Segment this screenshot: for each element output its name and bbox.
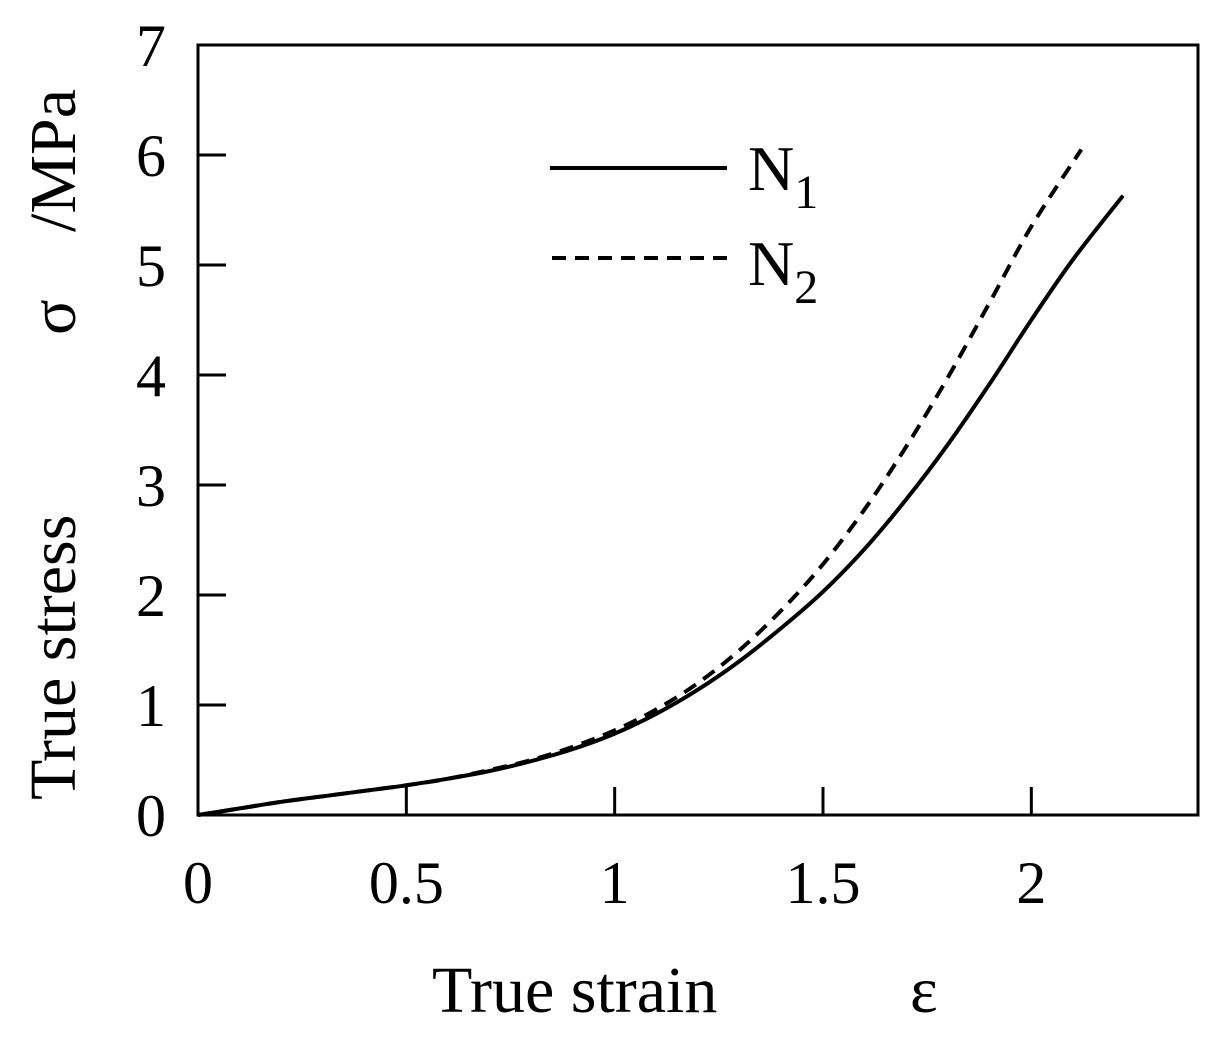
y-tick-label: 3 (136, 453, 166, 519)
x-axis-label: True strain (432, 954, 717, 1027)
y-tick-label: 2 (136, 563, 166, 629)
x-tick-label: 0 (183, 850, 213, 916)
x-tick-label: 0.5 (369, 850, 444, 916)
x-tick-label: 1.5 (786, 850, 861, 916)
x-axis: 0 0.5 1 1.5 2 (183, 787, 1046, 916)
legend-subscript-n1: 1 (794, 166, 818, 219)
legend-label-n2: N2 (748, 228, 818, 314)
legend-name-n2: N (748, 228, 794, 299)
series-line-n1 (197, 194, 1125, 817)
legend-name-n1: N (748, 133, 794, 204)
series-line-n2 (197, 148, 1083, 817)
y-tick-label: 7 (136, 13, 166, 79)
legend: N1 N2 (550, 133, 818, 314)
series-layer (197, 148, 1125, 817)
y-axis: 0 1 2 3 4 5 6 7 (136, 13, 226, 849)
legend-label-n1: N1 (748, 133, 818, 219)
y-axis-label: True stress (17, 515, 90, 800)
x-tick-label: 1 (600, 850, 630, 916)
x-axis-symbol: ε (910, 954, 938, 1027)
y-axis-unit: /MPa (17, 89, 90, 232)
y-axis-symbol: σ (17, 299, 90, 335)
y-tick-label: 4 (136, 343, 166, 409)
legend-subscript-n2: 2 (794, 261, 818, 314)
y-tick-label: 6 (136, 123, 166, 189)
y-tick-label: 1 (136, 673, 166, 739)
y-tick-label: 5 (136, 233, 166, 299)
plot-frame (196, 43, 1200, 817)
x-tick-label: 2 (1016, 850, 1046, 916)
y-axis-title: True stress σ /MPa (17, 89, 90, 800)
y-tick-label: 0 (136, 783, 166, 849)
